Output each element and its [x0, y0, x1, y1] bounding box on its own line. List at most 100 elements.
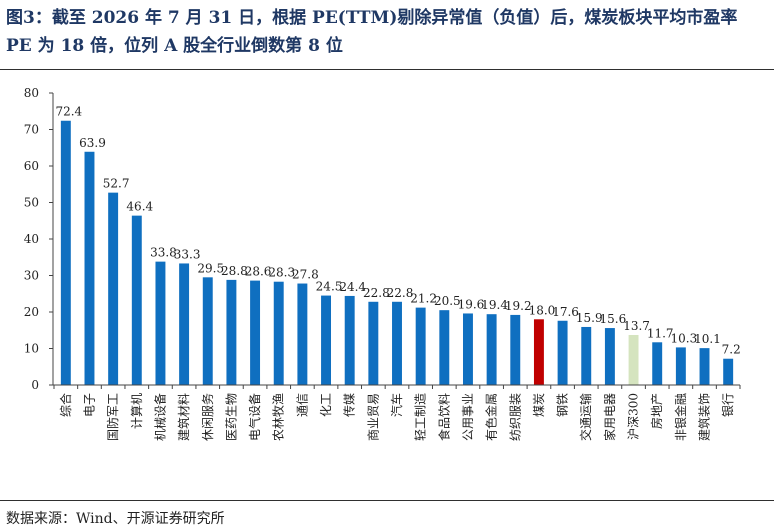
value-label: 10.1	[694, 332, 721, 346]
value-label: 33.8	[150, 246, 177, 260]
value-label: 24.4	[339, 280, 366, 294]
value-label: 46.4	[126, 200, 153, 214]
value-label: 27.8	[292, 268, 319, 282]
page-title: 图3：截至 2026 年 7 月 31 日，根据 PE(TTM)剔除异常值（负值…	[6, 8, 738, 56]
x-tick-label: 食品饮料	[436, 393, 451, 441]
value-label: 29.5	[197, 261, 224, 275]
bar	[415, 307, 426, 385]
value-label: 18.0	[529, 303, 556, 317]
y-tick-label: 60	[24, 159, 39, 173]
bar	[84, 151, 95, 385]
bar	[533, 319, 544, 385]
title-divider	[0, 69, 774, 70]
value-label: 15.9	[576, 311, 603, 325]
bar	[581, 326, 592, 385]
bar	[675, 347, 686, 385]
x-tick-label: 计算机	[129, 393, 144, 429]
y-tick-label: 40	[24, 232, 39, 246]
x-tick-label: 纺织服装	[508, 393, 522, 441]
value-label: 28.8	[221, 264, 248, 278]
y-tick-label: 70	[24, 123, 39, 137]
x-tick-label: 轻工制造	[414, 393, 428, 441]
value-label: 13.7	[623, 319, 650, 333]
x-tick-label: 电子	[82, 393, 96, 417]
bar	[510, 314, 521, 385]
bar	[368, 301, 379, 385]
x-tick-label: 非银金融	[673, 393, 688, 441]
bar	[439, 310, 450, 385]
x-tick-label: 银行	[721, 393, 735, 417]
x-tick-label: 国防军工	[105, 393, 120, 441]
bar	[250, 280, 261, 385]
x-tick-label: 电气设备	[247, 393, 262, 441]
source-note: 数据来源：Wind、开源证券研究所	[6, 511, 225, 527]
bar	[179, 263, 190, 385]
x-tick-label: 商业贸易	[365, 393, 380, 441]
x-tick-label: 通信	[295, 393, 309, 417]
value-labels: 72.4 63.9 52.7 46.4 33.833.329.528.828.628.3…	[55, 105, 740, 357]
bar	[202, 277, 213, 385]
x-tick-label: 医药生物	[224, 393, 238, 441]
value-label: 7.2	[722, 343, 741, 357]
value-label: 19.2	[505, 299, 532, 313]
value-label: 33.3	[174, 247, 201, 261]
bar	[486, 314, 497, 385]
bar	[131, 215, 142, 385]
y-tick-label: 20	[24, 305, 39, 319]
x-tick-label: 化工	[319, 393, 333, 417]
value-label: 17.6	[552, 305, 579, 319]
x-tick-label: 房地产	[649, 393, 664, 429]
value-label: 52.7	[103, 177, 130, 191]
value-label: 19.6	[458, 297, 485, 311]
bar	[60, 120, 71, 386]
value-label: 28.3	[268, 266, 295, 280]
value-label: 15.6	[600, 312, 627, 326]
y-tick-label: 80	[24, 86, 39, 100]
y-tick-label: 30	[24, 269, 39, 283]
bar	[273, 281, 284, 385]
bar	[155, 261, 166, 385]
value-label: 72.4	[55, 105, 82, 119]
x-tick-label: 汽车	[389, 393, 404, 417]
x-tick-label: 煤炭	[532, 393, 546, 417]
bar	[344, 295, 355, 385]
value-label: 10.3	[671, 331, 698, 345]
bar	[108, 192, 119, 385]
bar	[604, 328, 615, 385]
bar	[557, 320, 568, 385]
y-tick-label: 10	[24, 342, 39, 356]
x-tick-label: 钢铁	[556, 393, 570, 417]
bar	[699, 348, 710, 385]
x-tick-label: 家用电器	[602, 393, 617, 441]
x-tick-label: 传媒	[342, 393, 357, 417]
x-tick-label: 机械设备	[152, 393, 167, 441]
x-tick-label: 交通运输	[578, 393, 593, 441]
bar	[652, 342, 663, 385]
value-label: 28.6	[245, 265, 272, 279]
y-axis: 0 10 20 30 40 50 60 70 80	[24, 86, 54, 392]
value-label: 63.9	[79, 136, 106, 150]
x-tick-label: 公用事业	[461, 393, 475, 441]
x-tick-label: 建筑装饰	[697, 393, 712, 441]
value-label: 20.5	[434, 294, 461, 308]
bar	[723, 358, 734, 385]
value-label: 24.5	[316, 280, 343, 294]
bar	[628, 334, 639, 385]
x-tick-label: 农林牧渔	[272, 393, 286, 441]
bar	[297, 283, 308, 385]
bar	[392, 301, 402, 385]
bar	[462, 313, 473, 385]
value-label: 11.7	[647, 326, 674, 340]
x-tick-label: 建筑材料	[176, 393, 191, 441]
x-axis: 综合 电子 国防军工 计算机 机械设备 建筑材料 休闲服务 医药生物 电气设备 农林牧渔 通信 化工传…	[53, 384, 741, 441]
x-tick-label: 有色金属	[484, 393, 499, 441]
bar	[226, 279, 237, 385]
y-tick-label: 0	[31, 378, 39, 392]
bar-chart: 0 10 20 30 40 50 60 70 80 72.4 63.9 52.7 46.4 33.833…	[24, 86, 741, 441]
bar-series	[60, 120, 734, 386]
value-label: 19.4	[481, 298, 508, 312]
x-tick-label: 沪深300	[627, 393, 641, 440]
value-label: 22.8	[363, 286, 390, 300]
y-tick-label: 50	[24, 196, 39, 210]
value-label: 21.2	[410, 292, 437, 306]
